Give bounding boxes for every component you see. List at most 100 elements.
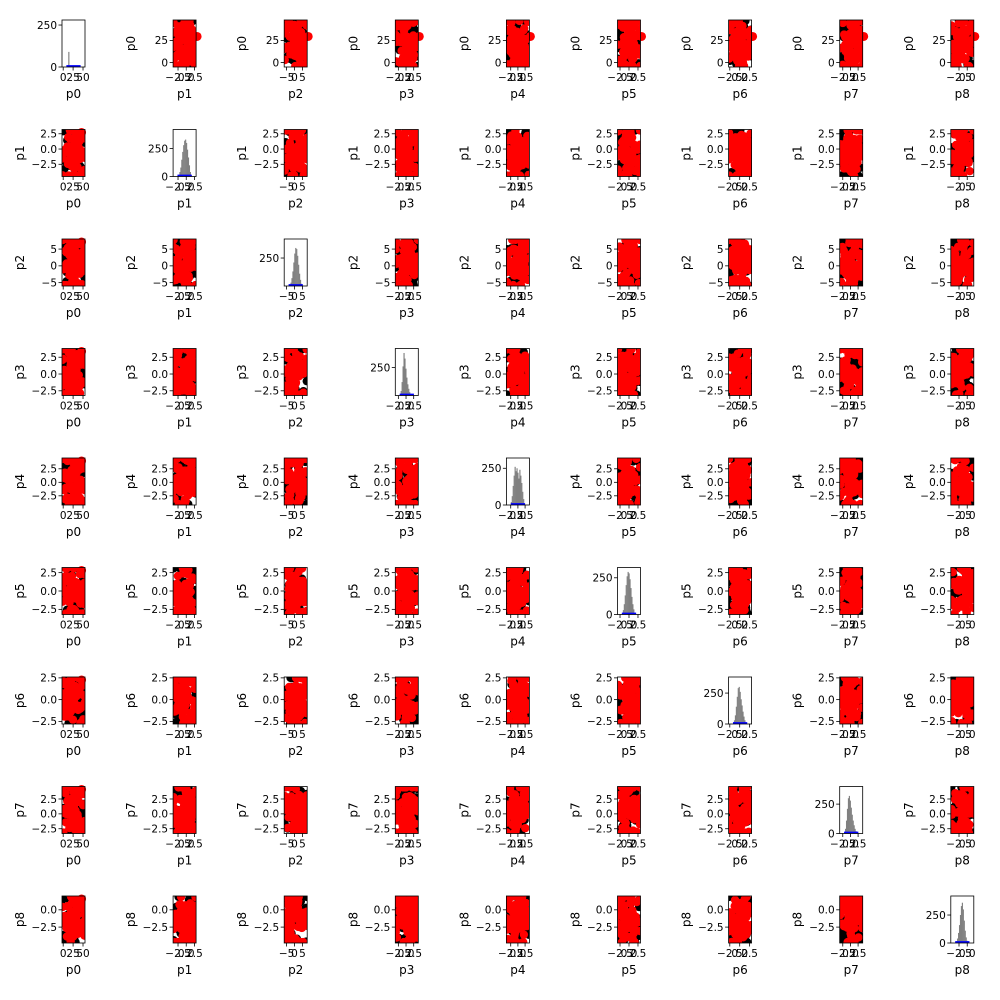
point-subset (186, 250, 194, 258)
y-tick-label: 0 (384, 57, 391, 69)
y-tick-label: 0.0 (929, 144, 946, 156)
y-tick-label: 25 (599, 35, 612, 47)
point-subset (731, 161, 739, 169)
point-subset (187, 479, 195, 487)
point-subset (965, 62, 973, 70)
x-axis-label: p8 (955, 416, 970, 430)
point-subset (734, 349, 742, 357)
x-tick-label: 2.5 (405, 72, 422, 84)
x-axis-label: p4 (510, 525, 525, 539)
point-subset (624, 62, 632, 70)
point-subset (520, 357, 528, 365)
points-subset (725, 129, 755, 180)
x-axis-label: p1 (177, 197, 192, 211)
point-subset (64, 348, 72, 356)
point-subset (736, 44, 744, 52)
x-axis-label: p3 (399, 306, 414, 320)
point-subset (284, 460, 292, 468)
point-subset (299, 369, 307, 377)
point-subset (968, 363, 976, 371)
point-subset (959, 155, 967, 163)
x-axis-label: p2 (288, 525, 303, 539)
y-tick-label: 0.0 (262, 369, 279, 381)
y-tick-label: 2.5 (707, 129, 724, 141)
y-tick-label: −5 (153, 277, 168, 289)
x-axis-label: p1 (177, 87, 192, 101)
point-subset (520, 260, 528, 268)
y-tick-label: 0 (273, 57, 280, 69)
y-axis-label: p1 (791, 145, 805, 160)
y-axis-label: p3 (124, 364, 138, 379)
x-tick-label: 2.5 (405, 291, 422, 303)
point-subset (954, 168, 962, 176)
y-tick-label: 5 (384, 244, 391, 256)
point-subset (80, 479, 88, 487)
y-tick-label: 2.5 (40, 352, 57, 364)
plot-area (725, 236, 755, 290)
point-subset (964, 43, 972, 51)
y-axis-label: p3 (680, 364, 694, 379)
point-subset (636, 236, 644, 244)
y-tick-label: 0 (606, 261, 613, 273)
x-axis-label: p7 (844, 87, 859, 101)
point-subset (303, 390, 311, 398)
x-tick-label: 2.5 (630, 72, 647, 84)
x-tick-label: 2.5 (517, 401, 534, 413)
y-tick-label: 25 (821, 35, 834, 47)
x-tick-label: 2.5 (517, 72, 534, 84)
point-subset (947, 21, 955, 29)
y-axis-label: p0 (569, 36, 583, 51)
point-subset (73, 152, 81, 160)
x-tick-label: 50 (76, 72, 89, 84)
point-subset (634, 144, 642, 152)
point-subset (843, 126, 851, 134)
x-tick-label: 5 (299, 72, 306, 84)
x-axis-label: p6 (732, 416, 747, 430)
x-axis-label: p8 (955, 197, 970, 211)
plot-area (503, 126, 533, 180)
point-outlier (970, 32, 979, 41)
x-tick-label: 2.5 (405, 401, 422, 413)
point-subset (401, 129, 409, 137)
y-tick-label: 0 (495, 500, 502, 512)
point-subset (414, 463, 422, 471)
y-tick-label: 0 (495, 57, 502, 69)
points-subset (836, 17, 866, 71)
point-subset (841, 164, 849, 172)
y-tick-label: 5 (161, 244, 168, 256)
point-subset (414, 474, 422, 482)
point-subset (181, 36, 189, 44)
x-tick-label: 2.5 (517, 510, 534, 522)
x-axis-label: p5 (621, 306, 636, 320)
point-outlier (304, 32, 313, 41)
point-outlier (637, 32, 646, 41)
plot-area (614, 126, 644, 180)
point-subset (733, 251, 741, 259)
point-subset (169, 352, 177, 360)
y-tick-label: 2.5 (485, 129, 502, 141)
point-subset (503, 278, 511, 286)
y-tick-label: 5 (939, 244, 946, 256)
points-subset (280, 345, 310, 399)
point-subset (392, 31, 400, 39)
x-axis-label: p0 (66, 87, 81, 101)
y-tick-label: 250 (370, 362, 390, 374)
point-subset (525, 160, 533, 168)
x-tick-label: 2.5 (850, 291, 867, 303)
point-subset (954, 126, 962, 134)
plot-area (392, 236, 422, 290)
x-axis-label: p0 (66, 197, 81, 211)
point-subset (515, 17, 523, 25)
